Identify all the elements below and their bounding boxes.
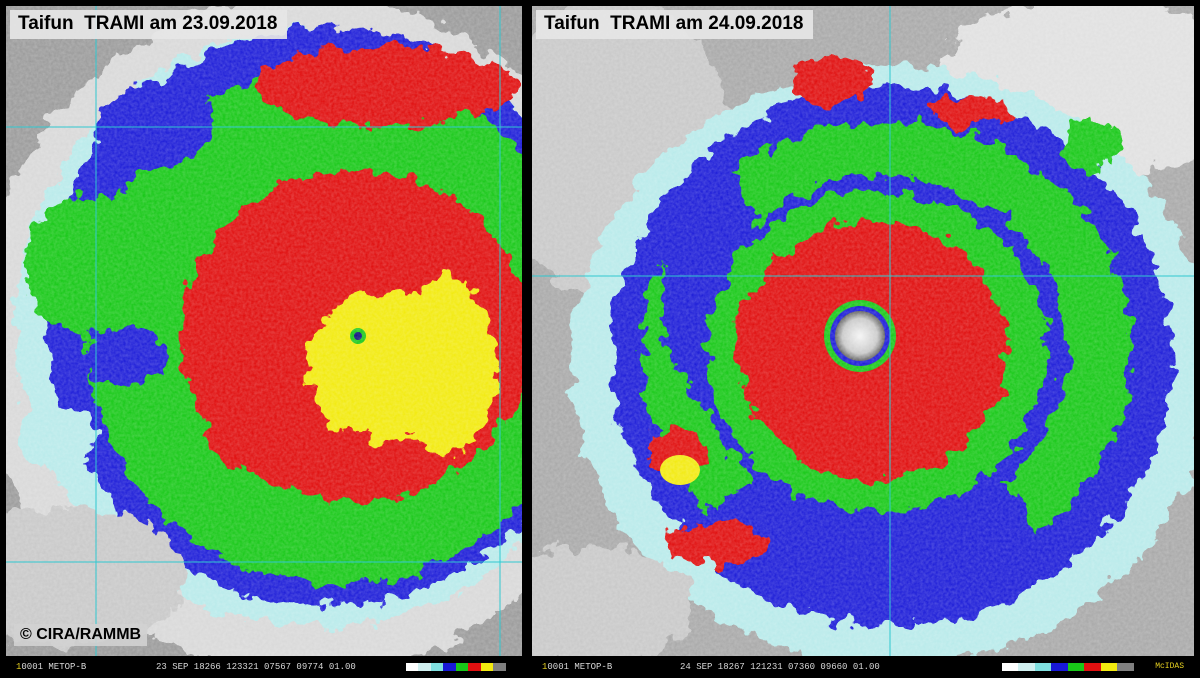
copyright-credit: © CIRA/RAMMB [14, 624, 148, 646]
panel-separator [522, 0, 532, 678]
status-bar-left: 10001 METOP-B 23 SEP 18266 123321 07567 … [6, 658, 522, 676]
color-scale-swatch [1084, 663, 1101, 671]
color-scale-swatch [406, 663, 419, 671]
color-scale-swatch [443, 663, 456, 671]
color-scale-swatch [1051, 663, 1068, 671]
color-scale-swatch [480, 663, 494, 671]
color-scale-swatch [1117, 663, 1134, 671]
color-scale-swatch [1002, 663, 1019, 671]
frame-label: 10001 METOP-B [16, 662, 87, 672]
image-title-right: Taifun TRAMI am 24.09.2018 [536, 10, 814, 39]
typhoon-image-left [6, 6, 522, 656]
color-scale-swatch [455, 663, 469, 671]
color-scale-swatch [1067, 663, 1085, 671]
color-scale-bar [1002, 663, 1150, 671]
color-scale-swatch [1034, 663, 1052, 671]
image-title-left: Taifun TRAMI am 23.09.2018 [10, 10, 288, 39]
image-metadata: 24 SEP 18267 121231 07360 09660 01.00 [680, 662, 880, 672]
typhoon-image-right [532, 6, 1194, 656]
color-scale-swatch [505, 663, 518, 671]
color-scale-swatch [468, 663, 481, 671]
color-scale-bar [406, 663, 518, 671]
status-bar-right: 10001 METOP-B 24 SEP 18267 121231 07360 … [532, 658, 1194, 676]
color-scale-swatch [1100, 663, 1118, 671]
satellite-image-left: Taifun TRAMI am 23.09.2018 © CIRA/RAMMB [6, 6, 522, 656]
mcidas-brand: McIDAS [1155, 662, 1184, 671]
image-metadata: 23 SEP 18266 123321 07567 09774 01.00 [156, 662, 356, 672]
color-scale-swatch [1133, 663, 1150, 671]
color-scale-swatch [430, 663, 444, 671]
satellite-image-right: Taifun TRAMI am 24.09.2018 [532, 6, 1194, 656]
color-scale-swatch [1018, 663, 1035, 671]
frame-label: 10001 METOP-B [542, 662, 613, 672]
color-scale-swatch [418, 663, 431, 671]
color-scale-swatch [493, 663, 506, 671]
